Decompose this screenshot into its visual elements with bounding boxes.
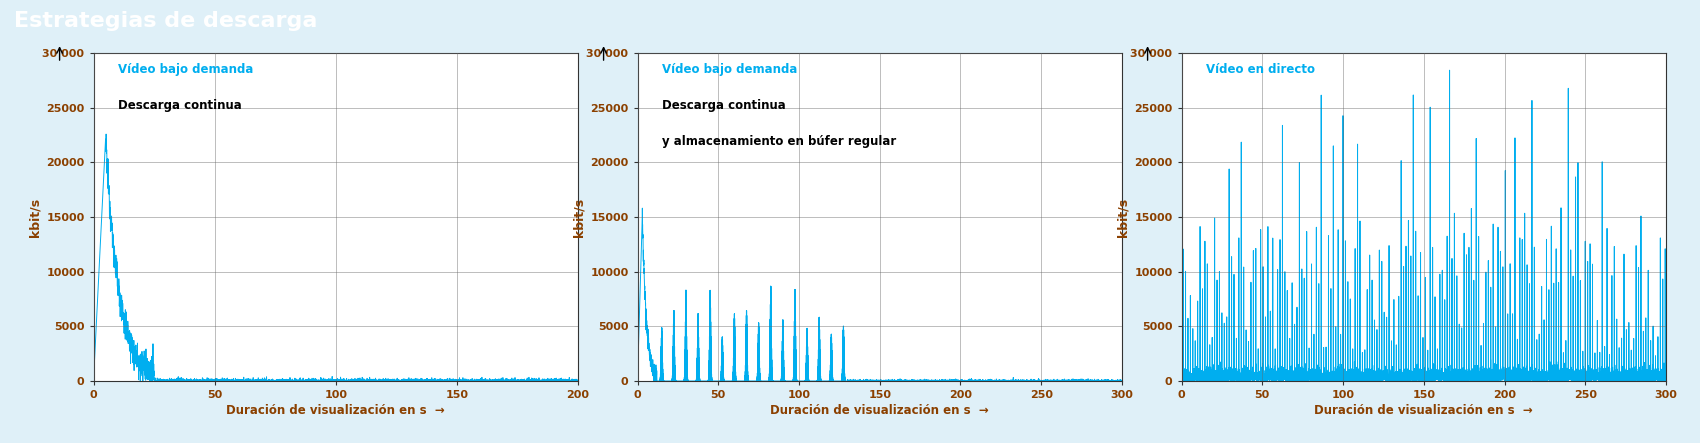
- Text: y almacenamiento en búfer regular: y almacenamiento en búfer regular: [661, 135, 896, 148]
- Y-axis label: kbit/s: kbit/s: [29, 198, 41, 237]
- Y-axis label: kbit/s: kbit/s: [573, 198, 585, 237]
- Text: Descarga continua: Descarga continua: [117, 99, 241, 112]
- Text: Descarga continua: Descarga continua: [661, 99, 785, 112]
- Text: Vídeo bajo demanda: Vídeo bajo demanda: [661, 63, 797, 76]
- Y-axis label: kbit/s: kbit/s: [1117, 198, 1129, 237]
- Text: Estrategias de descarga: Estrategias de descarga: [14, 11, 316, 31]
- Text: Vídeo bajo demanda: Vídeo bajo demanda: [117, 63, 253, 76]
- Text: Vídeo en directo: Vídeo en directo: [1205, 63, 1314, 76]
- X-axis label: Duración de visualización en s  →: Duración de visualización en s →: [226, 404, 445, 417]
- X-axis label: Duración de visualización en s  →: Duración de visualización en s →: [770, 404, 989, 417]
- X-axis label: Duración de visualización en s  →: Duración de visualización en s →: [1314, 404, 1533, 417]
